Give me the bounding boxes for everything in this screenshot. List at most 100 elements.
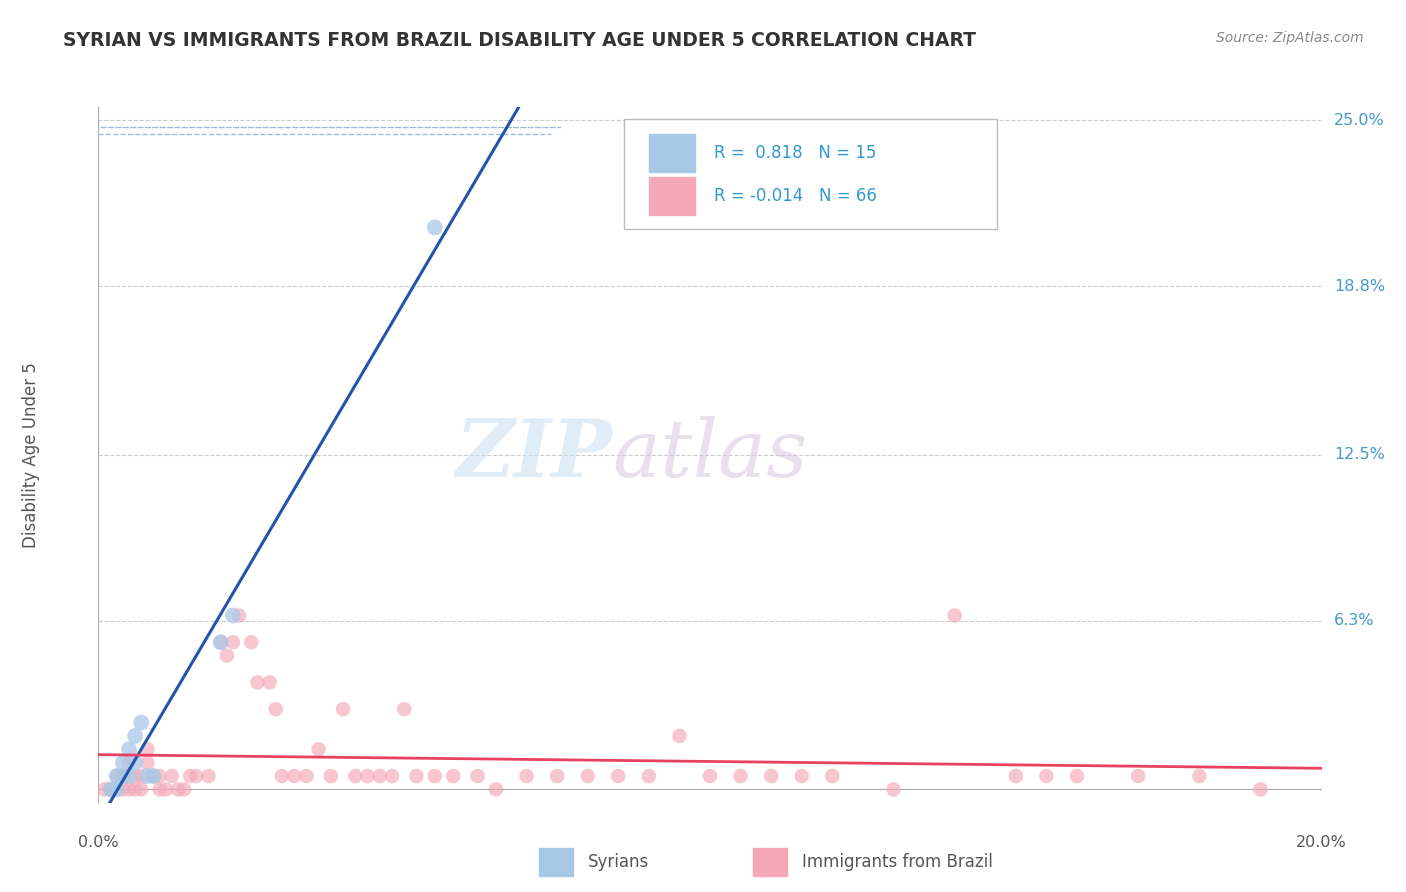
Bar	[648, 177, 696, 215]
Point	[111, 769, 134, 783]
Text: 25.0%: 25.0%	[1334, 113, 1385, 128]
Point	[637, 769, 661, 783]
Point	[215, 648, 238, 663]
Point	[222, 608, 245, 623]
Point	[118, 769, 141, 783]
Point	[142, 769, 165, 783]
Point	[405, 769, 427, 783]
Point	[136, 769, 159, 783]
Point	[105, 769, 128, 783]
Point	[124, 782, 146, 797]
Text: 20.0%: 20.0%	[1296, 835, 1347, 850]
Point	[111, 769, 134, 783]
Point	[173, 782, 195, 797]
Point	[668, 729, 690, 743]
Point	[264, 702, 287, 716]
Point	[136, 742, 159, 756]
Point	[730, 769, 752, 783]
Point	[142, 769, 165, 783]
Point	[270, 769, 292, 783]
Point	[246, 675, 269, 690]
Point	[124, 769, 146, 783]
Point	[118, 756, 141, 770]
Point	[821, 769, 844, 783]
Point	[308, 742, 330, 756]
Text: 12.5%: 12.5%	[1334, 448, 1385, 462]
Point	[319, 769, 342, 783]
Bar	[648, 134, 696, 172]
Point	[1035, 769, 1057, 783]
Point	[356, 769, 378, 783]
Point	[295, 769, 318, 783]
Point	[228, 608, 250, 623]
Point	[100, 782, 122, 797]
Point	[1066, 769, 1088, 783]
Point	[105, 782, 128, 797]
Point	[423, 769, 446, 783]
Point	[118, 782, 141, 797]
Text: 0.0%: 0.0%	[79, 835, 118, 850]
Point	[467, 769, 489, 783]
Text: Immigrants from Brazil: Immigrants from Brazil	[801, 853, 993, 871]
Text: 18.8%: 18.8%	[1334, 279, 1385, 293]
Text: 6.3%: 6.3%	[1334, 614, 1375, 628]
Point	[179, 769, 201, 783]
Point	[485, 782, 508, 797]
Point	[1004, 769, 1026, 783]
Point	[1188, 769, 1211, 783]
Point	[283, 769, 305, 783]
Point	[441, 769, 464, 783]
Point	[155, 782, 177, 797]
Text: SYRIAN VS IMMIGRANTS FROM BRAZIL DISABILITY AGE UNDER 5 CORRELATION CHART: SYRIAN VS IMMIGRANTS FROM BRAZIL DISABIL…	[63, 31, 976, 50]
Point	[883, 782, 905, 797]
Point	[124, 756, 146, 770]
Point	[546, 769, 568, 783]
Point	[111, 782, 134, 797]
Point	[1128, 769, 1150, 783]
Point	[186, 769, 208, 783]
Point	[129, 769, 152, 783]
Point	[240, 635, 263, 649]
Point	[167, 782, 190, 797]
Point	[381, 769, 404, 783]
Text: R =  0.818   N = 15: R = 0.818 N = 15	[714, 144, 876, 161]
Text: Source: ZipAtlas.com: Source: ZipAtlas.com	[1216, 31, 1364, 45]
Text: Disability Age Under 5: Disability Age Under 5	[22, 362, 41, 548]
Point	[149, 769, 172, 783]
Point	[344, 769, 367, 783]
Point	[392, 702, 416, 716]
Point	[790, 769, 813, 783]
Bar	[538, 848, 574, 876]
FancyBboxPatch shape	[624, 119, 997, 229]
Text: ZIP: ZIP	[456, 417, 612, 493]
Point	[209, 635, 232, 649]
Point	[105, 769, 128, 783]
Point	[259, 675, 281, 690]
Point	[222, 635, 245, 649]
Point	[111, 756, 134, 770]
Point	[129, 782, 152, 797]
Point	[93, 782, 115, 797]
Point	[129, 715, 152, 730]
Point	[209, 635, 232, 649]
Point	[149, 782, 172, 797]
Point	[118, 742, 141, 756]
Point	[1249, 782, 1271, 797]
Point	[699, 769, 721, 783]
Point	[516, 769, 538, 783]
Point	[607, 769, 630, 783]
Text: Syrians: Syrians	[588, 853, 650, 871]
Text: atlas: atlas	[612, 417, 807, 493]
Point	[368, 769, 391, 783]
Bar	[752, 848, 787, 876]
Point	[136, 756, 159, 770]
Point	[197, 769, 219, 783]
Point	[332, 702, 354, 716]
Point	[160, 769, 183, 783]
Point	[100, 782, 122, 797]
Point	[423, 220, 446, 235]
Point	[759, 769, 782, 783]
Point	[124, 729, 146, 743]
Text: R = -0.014   N = 66: R = -0.014 N = 66	[714, 187, 876, 205]
Point	[576, 769, 599, 783]
